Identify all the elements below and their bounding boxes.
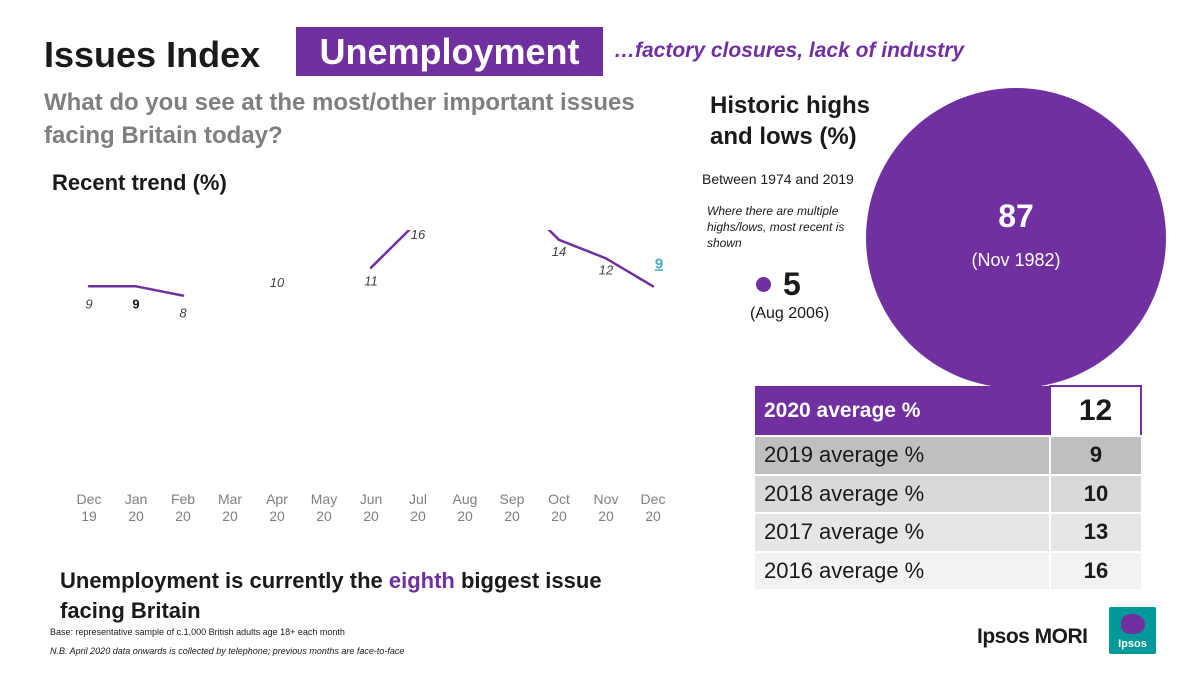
averages-row: 2016 average % 16 <box>755 551 1141 591</box>
averages-label: 2020 average % <box>755 386 1050 437</box>
historic-range: Between 1974 and 2019 <box>702 171 854 187</box>
averages-row: 2018 average % 10 <box>755 474 1141 514</box>
averages-row-current: 2020 average % 12 <box>755 385 1142 437</box>
averages-row: 2017 average % 13 <box>755 513 1141 553</box>
ipsos-logo-blob <box>1121 614 1145 634</box>
survey-question: What do you see at the most/other import… <box>44 89 635 149</box>
historic-title: Historic highs and lows (%) <box>710 90 870 152</box>
trend-line-chart: 9981011161914129Dec19Jan20Feb20Mar20Apr2… <box>77 230 666 524</box>
historic-title-line2: and lows (%) <box>710 123 857 150</box>
historic-high-value: 87 <box>998 198 1034 234</box>
trend-line-segment <box>134 285 185 297</box>
rank-statement-text: biggest issue facing Britain <box>60 568 602 623</box>
averages-value: 16 <box>1049 551 1141 591</box>
historic-title-line1: Historic highs <box>710 92 871 119</box>
rank-highlight: eighth <box>388 568 455 593</box>
historic-low-marker <box>756 277 771 292</box>
x-tick-label: May 20 <box>311 491 337 524</box>
averages-table: 2020 average % 12 2019 average % 9 2018 … <box>755 385 1142 591</box>
averages-label: 2016 average % <box>755 551 1050 591</box>
averages-value: 12 <box>1049 385 1142 437</box>
data-label: 12 <box>599 262 614 277</box>
x-tick-label: Jan 20 <box>125 491 148 524</box>
data-label: 14 <box>552 244 566 259</box>
averages-value: 13 <box>1049 513 1141 553</box>
averages-value: 10 <box>1049 474 1141 514</box>
trend-line-segment <box>557 238 608 260</box>
x-tick-label: Dec 20 <box>641 491 666 524</box>
rank-statement: Unemployment is currently the eighth big… <box>60 566 660 626</box>
x-tick-label: Jul 20 <box>409 491 427 524</box>
x-tick-label: Nov 20 <box>594 491 619 524</box>
x-tick-label: Aug 20 <box>453 491 478 524</box>
x-tick-label: Jun 20 <box>360 491 383 524</box>
historic-high-date: (Nov 1982) <box>971 250 1061 270</box>
historic-note: Where there are multiple highs/lows, mos… <box>707 204 845 250</box>
x-tick-label: Dec 19 <box>77 491 102 524</box>
topic-badge: Unemployment <box>296 27 603 76</box>
data-label: 9 <box>85 296 92 311</box>
historic-high-circle <box>866 88 1166 388</box>
data-label: 8 <box>179 306 187 321</box>
historic-low-date: (Aug 2006) <box>750 305 830 322</box>
data-label: 9 <box>655 255 663 272</box>
trend-line-segment <box>547 230 561 242</box>
ipsos-logo-word: Ipsos <box>1118 638 1147 650</box>
trend-line-segment <box>604 257 655 288</box>
trend-line-segment <box>369 230 411 269</box>
rank-statement-text: Unemployment is currently the <box>60 568 389 593</box>
x-tick-label: Apr 20 <box>266 491 288 524</box>
x-tick-label: Mar 20 <box>218 491 242 524</box>
x-tick-label: Feb 20 <box>171 491 195 524</box>
topic-tagline: …factory closures, lack of industry <box>614 39 965 62</box>
ipsos-mori-logo-text: Ipsos MORI <box>977 625 1088 648</box>
averages-label: 2019 average % <box>755 436 1050 476</box>
data-label: 16 <box>411 230 426 242</box>
data-label: 9 <box>132 296 139 311</box>
base-footnote: Base: representative sample of c.1,000 B… <box>50 627 345 637</box>
page-title: Issues Index <box>44 34 261 75</box>
data-label: 10 <box>270 275 285 290</box>
trend-chart-title: Recent trend (%) <box>52 170 227 195</box>
historic-low-value: 5 <box>783 266 801 302</box>
data-label: 11 <box>364 274 378 289</box>
averages-label: 2017 average % <box>755 513 1050 553</box>
averages-row: 2019 average % 9 <box>755 436 1141 476</box>
averages-label: 2018 average % <box>755 474 1050 514</box>
averages-value: 9 <box>1049 436 1141 476</box>
ipsos-logo-icon: Ipsos <box>1109 607 1156 654</box>
nb-footnote: N.B. April 2020 data onwards is collecte… <box>50 646 405 656</box>
x-tick-label: Oct 20 <box>548 491 570 524</box>
x-tick-label: Sep 20 <box>500 491 525 524</box>
